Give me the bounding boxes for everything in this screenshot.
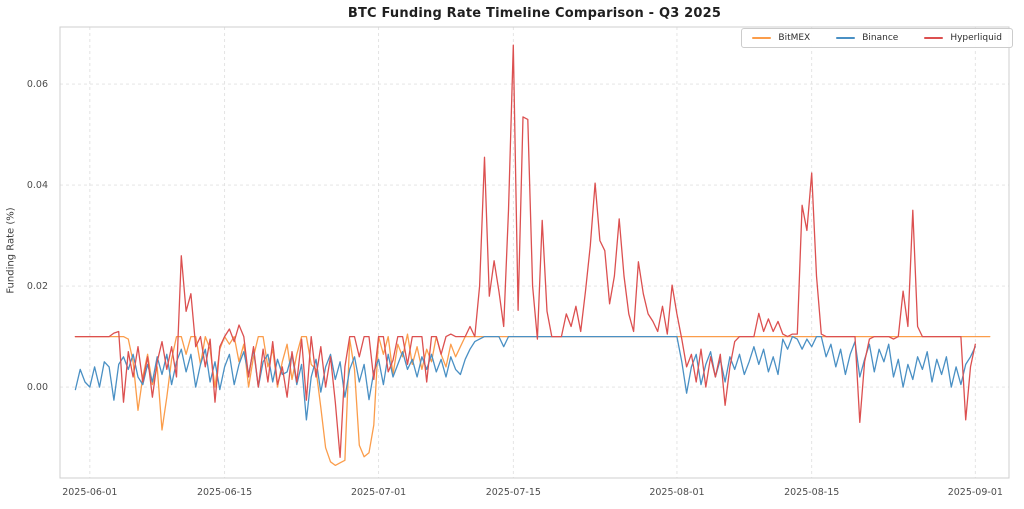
hyperliquid-line	[74, 44, 976, 458]
y-tick-label: 0.04	[27, 180, 48, 191]
binance-line-swatch	[836, 37, 856, 39]
bitmex-line-swatch	[752, 37, 772, 39]
y-tick-label: 0.00	[27, 382, 48, 393]
legend-label-binance: Binance	[862, 33, 899, 43]
legend-item-bitmex: BitMEX	[752, 33, 810, 43]
hyperliquid-line-swatch	[924, 37, 944, 39]
legend-item-hyperliquid: Hyperliquid	[924, 33, 1002, 43]
legend-label-bitmex: BitMEX	[778, 33, 811, 43]
y-axis-label: Funding Rate (%)	[5, 207, 17, 294]
chart-title: BTC Funding Rate Timeline Comparison - Q…	[347, 6, 722, 21]
y-tick-label: 0.02	[27, 281, 48, 292]
x-tick-label: 2025-07-15	[486, 487, 541, 498]
axes-border	[59, 26, 1010, 479]
x-tick-label: 2025-08-15	[784, 487, 839, 498]
x-tick-label: 2025-09-01	[948, 487, 1003, 498]
x-tick-label: 2025-07-01	[351, 487, 406, 498]
x-tick-label: 2025-06-15	[197, 487, 252, 498]
y-tick-label: 0.06	[27, 79, 48, 90]
legend-item-binance: Binance	[836, 33, 898, 43]
plot-background	[60, 27, 1009, 478]
legend: BitMEX Binance Hyperliquid	[741, 28, 1013, 48]
x-tick-label: 2025-06-01	[62, 487, 117, 498]
binance-line	[74, 335, 976, 421]
legend-label-hyperliquid: Hyperliquid	[950, 33, 1002, 43]
x-tick-label: 2025-08-01	[649, 487, 704, 498]
